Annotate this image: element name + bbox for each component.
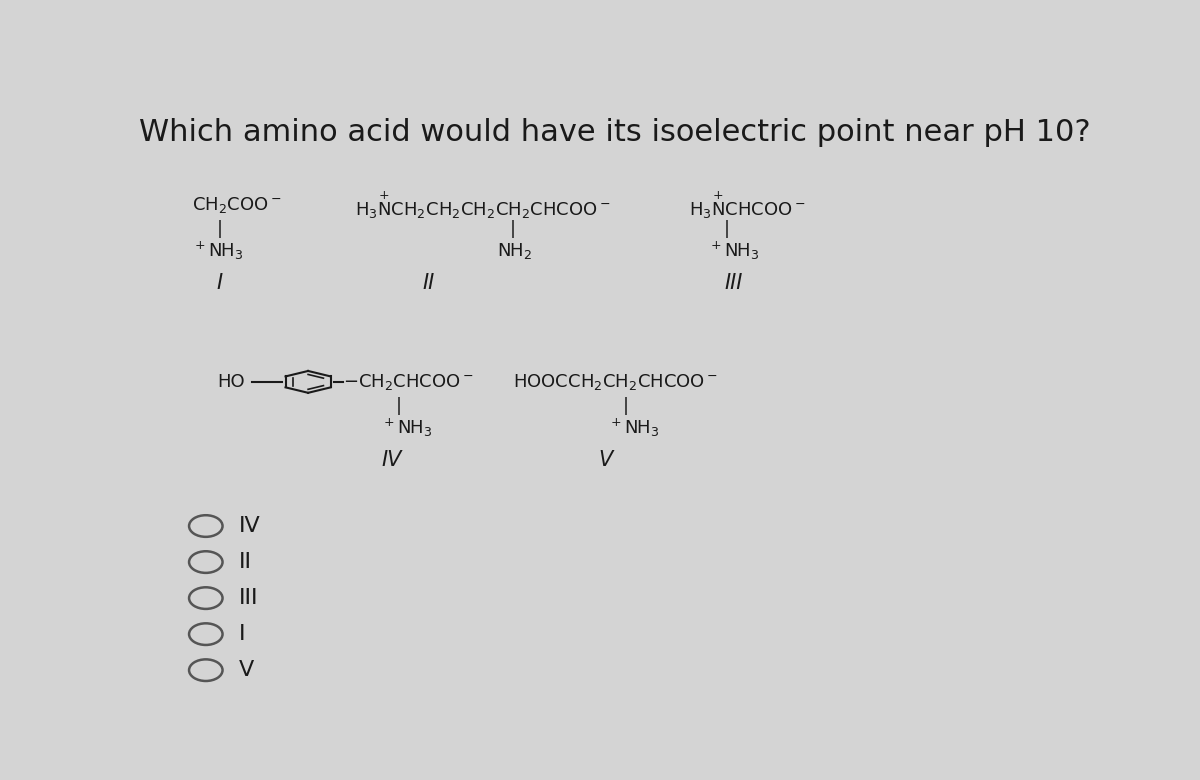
Text: CH$_2$COO$^-$: CH$_2$COO$^-$ bbox=[192, 195, 282, 215]
Text: $^+$NH$_3$: $^+$NH$_3$ bbox=[608, 417, 660, 439]
Text: III: III bbox=[725, 273, 743, 292]
Text: I: I bbox=[217, 273, 223, 292]
Text: $-$CH$_2$CHCOO$^-$: $-$CH$_2$CHCOO$^-$ bbox=[343, 372, 474, 392]
Text: |: | bbox=[396, 397, 402, 415]
Text: |: | bbox=[623, 397, 629, 415]
Text: IV: IV bbox=[382, 450, 402, 470]
Text: IV: IV bbox=[239, 516, 262, 536]
Text: I: I bbox=[239, 624, 246, 644]
Text: |: | bbox=[510, 220, 516, 238]
Text: $^+$NH$_3$: $^+$NH$_3$ bbox=[192, 239, 244, 262]
Text: HOOCCH$_2$CH$_2$CHCOO$^-$: HOOCCH$_2$CH$_2$CHCOO$^-$ bbox=[512, 372, 718, 392]
Text: NH$_2$: NH$_2$ bbox=[497, 241, 532, 261]
Text: $^+$NH$_3$: $^+$NH$_3$ bbox=[380, 417, 432, 439]
Text: V: V bbox=[599, 450, 613, 470]
Text: H$_3\overset{+}{\mathrm{N}}$CHCOO$^-$: H$_3\overset{+}{\mathrm{N}}$CHCOO$^-$ bbox=[689, 189, 806, 221]
Text: V: V bbox=[239, 660, 254, 680]
Text: II: II bbox=[239, 552, 252, 572]
Text: Which amino acid would have its isoelectric point near pH 10?: Which amino acid would have its isoelect… bbox=[139, 118, 1091, 147]
Text: $^+$NH$_3$: $^+$NH$_3$ bbox=[708, 239, 760, 262]
Text: HO: HO bbox=[217, 373, 245, 391]
Text: |: | bbox=[217, 220, 223, 238]
Text: II: II bbox=[422, 273, 436, 292]
Text: III: III bbox=[239, 588, 259, 608]
Text: H$_3\overset{+}{\mathrm{N}}$CH$_2$CH$_2$CH$_2$CH$_2$CHCOO$^-$: H$_3\overset{+}{\mathrm{N}}$CH$_2$CH$_2$… bbox=[355, 189, 611, 221]
Text: |: | bbox=[724, 220, 730, 238]
